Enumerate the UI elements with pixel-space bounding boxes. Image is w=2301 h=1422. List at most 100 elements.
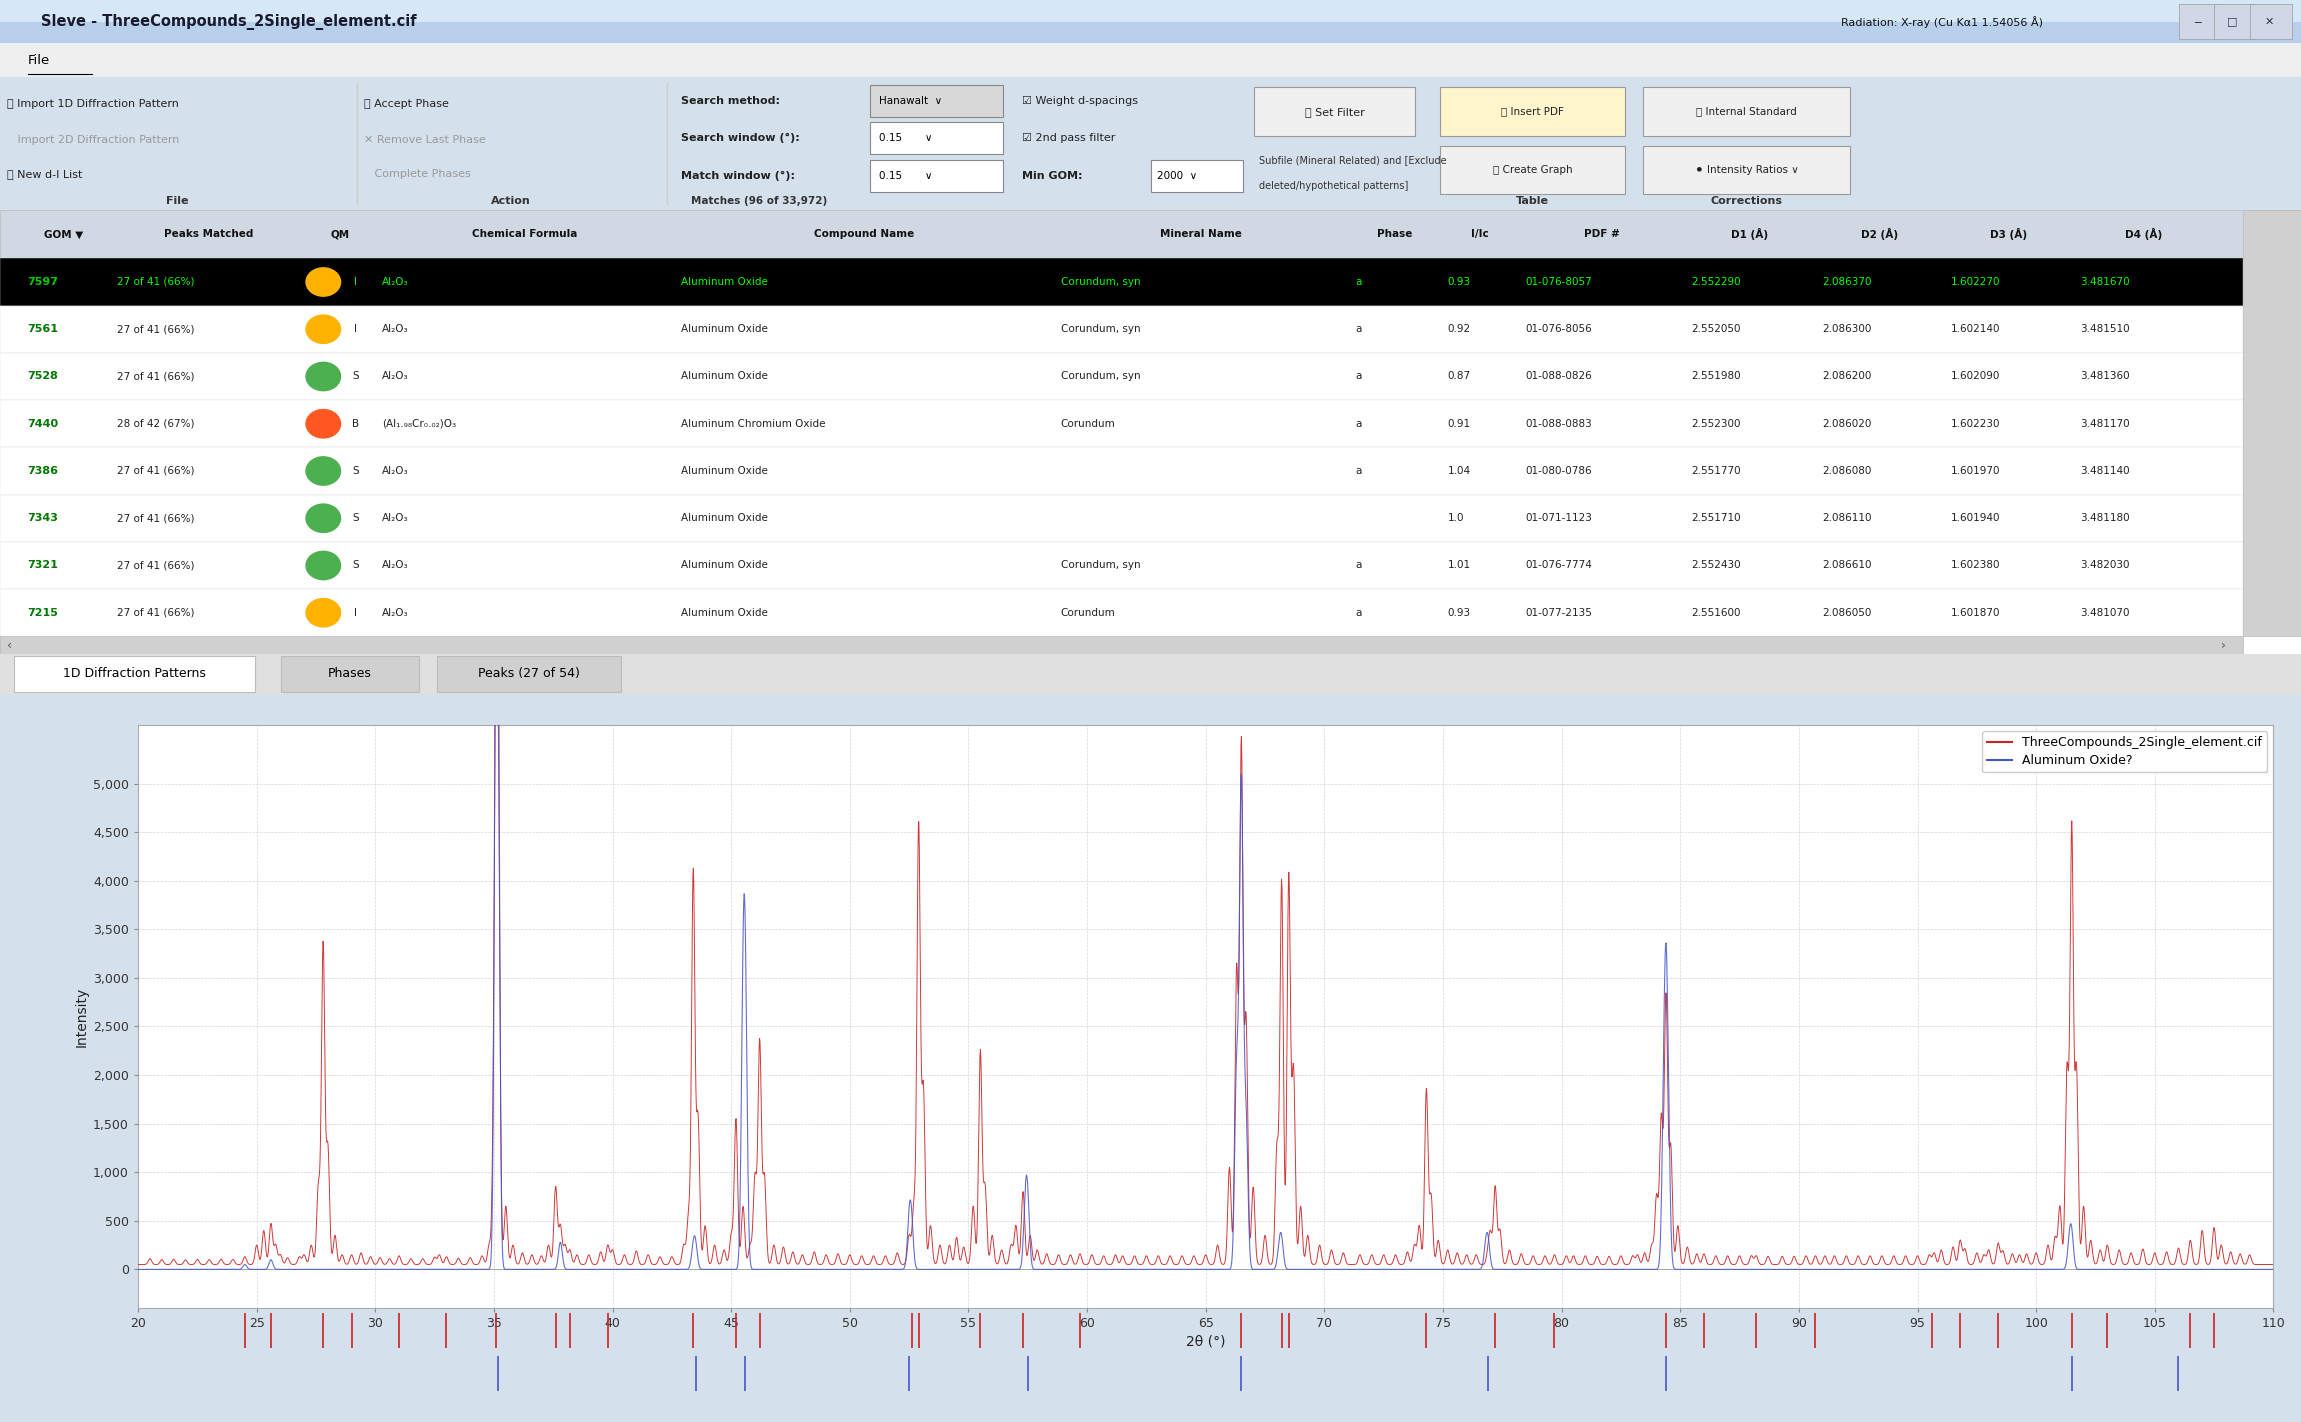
Text: ‹: ‹ (7, 638, 12, 651)
Text: 2.551770: 2.551770 (1691, 466, 1742, 476)
Text: Aluminum Oxide: Aluminum Oxide (681, 324, 769, 334)
Text: 1.601940: 1.601940 (1951, 513, 2002, 523)
Bar (870, 122, 1003, 155)
Text: a: a (1355, 560, 1362, 570)
Text: Matches (96 of 33,972): Matches (96 of 33,972) (690, 196, 828, 206)
Text: 2.086110: 2.086110 (1822, 513, 1873, 523)
Text: Corundum, syn: Corundum, syn (1061, 371, 1141, 381)
Text: 7440: 7440 (28, 418, 60, 429)
Bar (0, 542, 2243, 589)
Text: Corrections: Corrections (1710, 196, 1783, 206)
Ellipse shape (306, 599, 341, 627)
Ellipse shape (306, 456, 341, 485)
Text: 3.481670: 3.481670 (2080, 277, 2131, 287)
Text: ☑ 2nd pass filter: ☑ 2nd pass filter (1022, 134, 1116, 144)
Bar (0, 259, 2243, 306)
Text: 3.481510: 3.481510 (2080, 324, 2131, 334)
Text: 2.552300: 2.552300 (1691, 418, 1742, 429)
Text: B: B (352, 418, 359, 429)
Text: 1.602230: 1.602230 (1951, 418, 2002, 429)
Text: Al₂O₃: Al₂O₃ (382, 607, 410, 617)
Text: Aluminum Oxide: Aluminum Oxide (681, 607, 769, 617)
Text: 27 of 41 (66%): 27 of 41 (66%) (117, 466, 196, 476)
Text: 0.93: 0.93 (1447, 277, 1470, 287)
Bar (2250, 4, 2292, 38)
Text: 01-088-0883: 01-088-0883 (1526, 418, 1592, 429)
Text: Search method:: Search method: (681, 95, 780, 105)
Text: 📈 Create Graph: 📈 Create Graph (1493, 165, 1572, 175)
Text: ›: › (2220, 638, 2225, 651)
Text: Al₂O₃: Al₂O₃ (382, 277, 410, 287)
Text: 7321: 7321 (28, 560, 58, 570)
Text: 2.086050: 2.086050 (1822, 607, 1871, 617)
Text: D2 (Å): D2 (Å) (1862, 229, 1898, 240)
Bar (281, 656, 419, 693)
Text: 01-077-2135: 01-077-2135 (1526, 607, 1592, 617)
Text: Subfile (Mineral Related) and [Exclude: Subfile (Mineral Related) and [Exclude (1259, 155, 1447, 165)
Ellipse shape (306, 503, 341, 532)
Text: 2.551980: 2.551980 (1691, 371, 1742, 381)
Legend: ThreeCompounds_2Single_element.cif, Aluminum Oxide?: ThreeCompounds_2Single_element.cif, Alum… (1981, 731, 2266, 772)
Text: D3 (Å): D3 (Å) (1990, 229, 2027, 240)
Bar (14, 656, 255, 693)
Text: PDF #: PDF # (1583, 229, 1620, 239)
Bar (1643, 146, 1850, 195)
Text: □: □ (2227, 17, 2237, 27)
Text: 0.92: 0.92 (1447, 324, 1470, 334)
Text: 3.481170: 3.481170 (2080, 418, 2131, 429)
Text: 27 of 41 (66%): 27 of 41 (66%) (117, 324, 196, 334)
Text: Corundum: Corundum (1061, 418, 1116, 429)
Bar (870, 85, 1003, 117)
Text: ☑ Weight d-spacings: ☑ Weight d-spacings (1022, 95, 1137, 105)
Text: 2.086370: 2.086370 (1822, 277, 1873, 287)
Text: D1 (Å): D1 (Å) (1730, 229, 1769, 240)
Text: Aluminum Oxide: Aluminum Oxide (681, 466, 769, 476)
Text: File: File (28, 54, 51, 67)
Text: 3.481070: 3.481070 (2080, 607, 2131, 617)
Text: a: a (1355, 607, 1362, 617)
Ellipse shape (306, 552, 341, 580)
Text: Al₂O₃: Al₂O₃ (382, 324, 410, 334)
Text: Compound Name: Compound Name (815, 229, 913, 239)
Bar (0, 210, 2301, 259)
Text: ✕: ✕ (2264, 17, 2273, 27)
Text: QM: QM (331, 229, 350, 239)
Text: Min GOM:: Min GOM: (1022, 171, 1081, 181)
Text: 0.15       ∨: 0.15 ∨ (879, 134, 932, 144)
Text: Peaks Matched: Peaks Matched (163, 229, 253, 239)
Text: Phase: Phase (1376, 229, 1413, 239)
Text: 🔥 Accept Phase: 🔥 Accept Phase (364, 98, 449, 108)
Text: 01-088-0826: 01-088-0826 (1526, 371, 1592, 381)
Text: 2.552290: 2.552290 (1691, 277, 1742, 287)
Bar (2214, 4, 2255, 38)
Text: I: I (354, 607, 357, 617)
Text: 2.551600: 2.551600 (1691, 607, 1742, 617)
Text: a: a (1355, 418, 1362, 429)
Text: Aluminum Oxide: Aluminum Oxide (681, 560, 769, 570)
Ellipse shape (306, 267, 341, 296)
Bar (1254, 88, 1415, 135)
Text: 📁 Import 1D Diffraction Pattern: 📁 Import 1D Diffraction Pattern (7, 98, 179, 108)
Bar (870, 159, 1003, 192)
Text: a: a (1355, 371, 1362, 381)
Text: Radiation: X-ray (Cu Kα1 1.54056 Å): Radiation: X-ray (Cu Kα1 1.54056 Å) (1841, 16, 2043, 27)
Bar (0, 21, 2301, 43)
Bar (0, 589, 2243, 637)
Bar (2243, 210, 2301, 637)
Text: a: a (1355, 466, 1362, 476)
Text: Al₂O₃: Al₂O₃ (382, 466, 410, 476)
Text: I: I (354, 277, 357, 287)
Text: S: S (352, 560, 359, 570)
Bar (0, 353, 2243, 400)
Text: Aluminum Oxide: Aluminum Oxide (681, 371, 769, 381)
Text: Corundum: Corundum (1061, 607, 1116, 617)
Text: Corundum, syn: Corundum, syn (1061, 324, 1141, 334)
Text: 2000  ∨: 2000 ∨ (1157, 171, 1197, 181)
Text: 3.481180: 3.481180 (2080, 513, 2131, 523)
Text: 1.602090: 1.602090 (1951, 371, 2000, 381)
Text: 1.601970: 1.601970 (1951, 466, 2002, 476)
Text: Sleve - ThreeCompounds_2Single_element.cif: Sleve - ThreeCompounds_2Single_element.c… (41, 14, 416, 30)
Text: 1.01: 1.01 (1447, 560, 1470, 570)
Text: Al₂O₃: Al₂O₃ (382, 371, 410, 381)
Text: Phases: Phases (327, 667, 373, 680)
